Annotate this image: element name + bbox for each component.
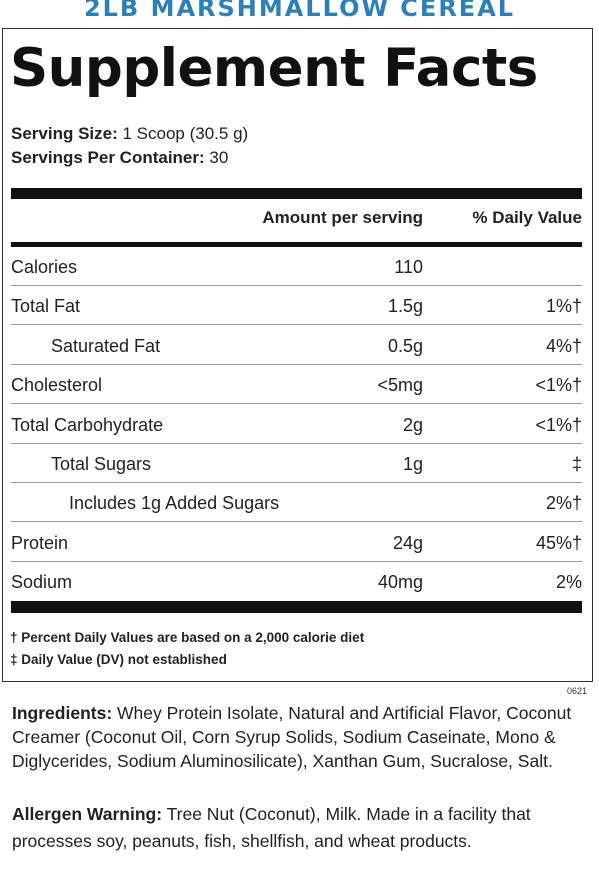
daily-value-header: % Daily Value	[472, 208, 582, 227]
nutrient-amount: 24g	[392, 532, 423, 553]
nutrient-amount: <5mg	[377, 375, 423, 396]
nutrient-row: Protein 24g 45%†	[11, 523, 582, 562]
nutrient-name: Saturated Fat	[51, 335, 161, 356]
allergen-label: Allergen Warning:	[12, 804, 163, 824]
nutrient-amount: 2g	[402, 414, 423, 435]
servings-per-container: Servings Per Container: 30	[11, 148, 228, 168]
nutrient-amount: 1.5g	[387, 296, 423, 317]
nutrient-name: Protein	[11, 532, 69, 553]
footnote-dv-not-established: ‡ Daily Value (DV) not established	[10, 652, 227, 667]
facts-title: Supplement Facts	[10, 38, 538, 99]
nutrient-row: Calories 110	[11, 247, 582, 286]
serving-size: Serving Size: 1 Scoop (30.5 g)	[11, 124, 248, 144]
serving-size-label: Serving Size:	[11, 124, 118, 143]
nutrient-daily-value: 1%†	[545, 296, 582, 317]
product-title: 2LB MARSHMALLOW CEREAL	[83, 0, 516, 22]
nutrient-name: Calories	[11, 257, 78, 277]
nutrient-name: Total Fat	[11, 296, 81, 317]
nutrient-name: Total Sugars	[51, 454, 152, 474]
nutrient-row: Total Carbohydrate 2g <1%†	[11, 405, 582, 444]
thick-rule-top	[11, 188, 582, 199]
nutrient-name: Includes 1g Added Sugars	[69, 493, 280, 514]
allergen-paragraph: Allergen Warning: Tree Nut (Coconut), Mi…	[12, 801, 587, 855]
nutrient-daily-value: 2%†	[545, 493, 582, 514]
nutrient-daily-value: 2%	[555, 572, 582, 593]
nutrient-daily-value: ‡	[571, 454, 582, 474]
nutrient-row: Cholesterol <5mg <1%†	[11, 365, 582, 405]
nutrient-daily-value: <1%†	[535, 375, 582, 396]
serving-size-value: 1 Scoop (30.5 g)	[122, 124, 249, 143]
ingredients-text: Whey Protein Isolate, Natural and Artifi…	[12, 703, 572, 771]
nutrient-name: Cholesterol	[11, 375, 103, 396]
nutrient-daily-value: <1%†	[535, 414, 582, 435]
nutrient-name: Total Carbohydrate	[11, 414, 164, 435]
nutrient-row: Saturated Fat 0.5g 4%†	[11, 326, 582, 365]
ingredients-label: Ingredients:	[12, 703, 113, 723]
allergen-text: Tree Nut (Coconut), Milk. Made in a faci…	[12, 804, 531, 851]
nutrient-daily-value: 4%†	[545, 335, 582, 356]
nutrient-daily-value: 45%†	[535, 532, 582, 553]
nutrient-row: Total Sugars 1g ‡	[11, 444, 582, 483]
ingredients-paragraph: Ingredients: Whey Protein Isolate, Natur…	[12, 701, 587, 773]
supplement-facts-panel	[2, 28, 593, 682]
servings-per-container-label: Servings Per Container:	[11, 148, 205, 167]
amount-per-serving-header: Amount per serving	[262, 208, 423, 227]
thick-rule-bottom	[11, 601, 582, 613]
nutrient-row: Total Fat 1.5g 1%†	[11, 286, 582, 326]
nutrient-row: Includes 1g Added Sugars 2%†	[11, 483, 582, 523]
nutrient-amount: 0.5g	[387, 335, 423, 356]
thick-rule-middle	[11, 242, 582, 247]
nutrient-amount: 110	[394, 257, 423, 277]
servings-per-container-value: 30	[209, 148, 229, 167]
footnote-percent-dv: † Percent Daily Values are based on a 2,…	[10, 630, 365, 645]
nutrient-amount: 1g	[402, 454, 423, 474]
nutrient-row: Sodium 40mg 2%	[11, 562, 582, 601]
nutrient-name: Sodium	[11, 572, 73, 593]
nutrient-amount: 40mg	[377, 572, 423, 593]
label-code: 0621	[566, 686, 587, 696]
